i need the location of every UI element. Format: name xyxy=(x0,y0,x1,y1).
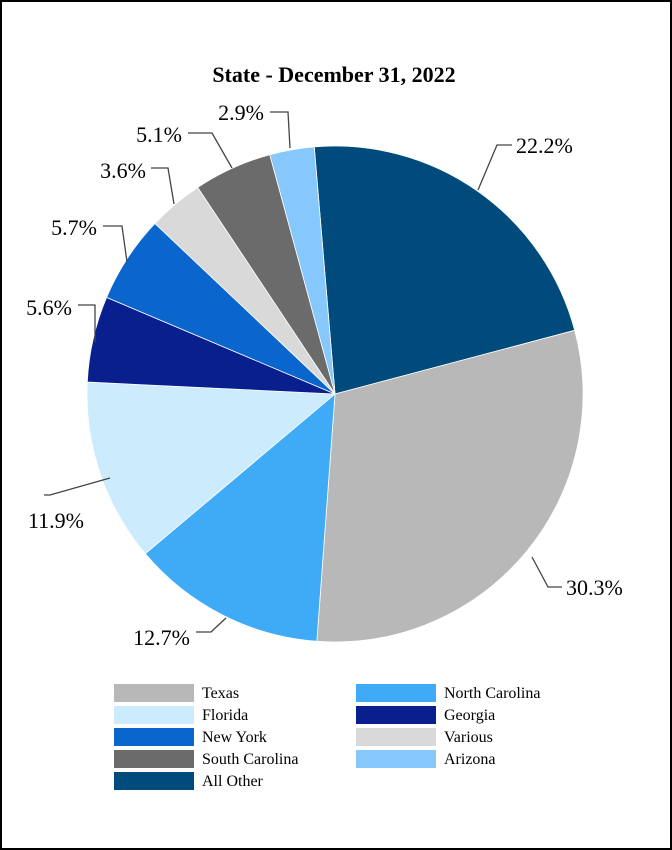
legend-swatch-north-carolina xyxy=(356,684,436,702)
legend-swatch-texas xyxy=(114,684,194,702)
leader-lines xyxy=(44,111,562,633)
leader-line-arizona xyxy=(270,111,291,149)
data-label-south-carolina: 5.1% xyxy=(136,122,182,147)
legend-swatch-georgia xyxy=(356,706,436,724)
pie-slice-north-carolina xyxy=(144,393,336,642)
legend-item-florida: Florida xyxy=(114,706,248,724)
legend-swatch-south-carolina xyxy=(114,750,194,768)
legend-label-texas: Texas xyxy=(202,685,239,702)
legend-item-all-other: All Other xyxy=(114,772,264,790)
legend-label-south-carolina: South Carolina xyxy=(202,751,298,768)
pie-slices xyxy=(86,145,584,643)
legend: Texas North Carolina Florida Georgia New Yor… xyxy=(114,684,540,790)
leader-line-south-carolina xyxy=(188,132,233,169)
data-label-various: 3.6% xyxy=(100,158,146,183)
legend-label-all-other: All Other xyxy=(202,773,264,790)
legend-item-new-york: New York xyxy=(114,728,267,746)
leader-line-new-york xyxy=(103,225,128,263)
legend-swatch-new-york xyxy=(114,728,194,746)
leader-line-texas xyxy=(531,556,562,588)
legend-label-arizona: Arizona xyxy=(444,751,496,768)
legend-swatch-florida xyxy=(114,706,194,724)
data-label-florida: 11.9% xyxy=(28,508,84,533)
leader-line-georgia xyxy=(78,304,96,342)
legend-item-various: Various xyxy=(356,728,493,746)
legend-item-texas: Texas xyxy=(114,684,239,702)
pie-slice-arizona xyxy=(269,146,336,395)
data-label-georgia: 5.6% xyxy=(26,295,72,320)
legend-label-new-york: New York xyxy=(202,729,267,746)
legend-swatch-various xyxy=(356,728,436,746)
legend-label-various: Various xyxy=(444,729,493,746)
chart-title: State - December 31, 2022 xyxy=(212,62,455,87)
pie-slice-all-other xyxy=(313,145,576,395)
legend-item-south-carolina: South Carolina xyxy=(114,750,298,768)
leader-line-north-carolina xyxy=(196,617,227,633)
legend-item-north-carolina: North Carolina xyxy=(356,684,540,702)
data-label-arizona: 2.9% xyxy=(218,100,264,125)
leader-line-florida xyxy=(44,477,111,496)
legend-label-georgia: Georgia xyxy=(444,707,495,724)
data-label-north-carolina: 12.7% xyxy=(133,625,190,650)
legend-swatch-all-other xyxy=(114,772,194,790)
legend-swatch-arizona xyxy=(356,750,436,768)
pie-slice-texas xyxy=(316,329,584,643)
leader-line-all-other xyxy=(477,144,512,191)
data-label-texas: 30.3% xyxy=(566,575,623,600)
legend-item-georgia: Georgia xyxy=(356,706,495,724)
data-label-all-other: 22.2% xyxy=(516,133,573,158)
legend-label-florida: Florida xyxy=(202,707,248,724)
data-labels: 22.2% 30.3% 12.7% 11.9% 5.6% 5.7% 3.6% 5.1% 2.9% xyxy=(26,100,623,650)
legend-label-north-carolina: North Carolina xyxy=(444,685,540,702)
legend-item-arizona: Arizona xyxy=(356,750,496,768)
leader-line-various xyxy=(151,167,175,205)
pie-slice-florida xyxy=(86,381,337,555)
data-label-new-york: 5.7% xyxy=(51,215,97,240)
